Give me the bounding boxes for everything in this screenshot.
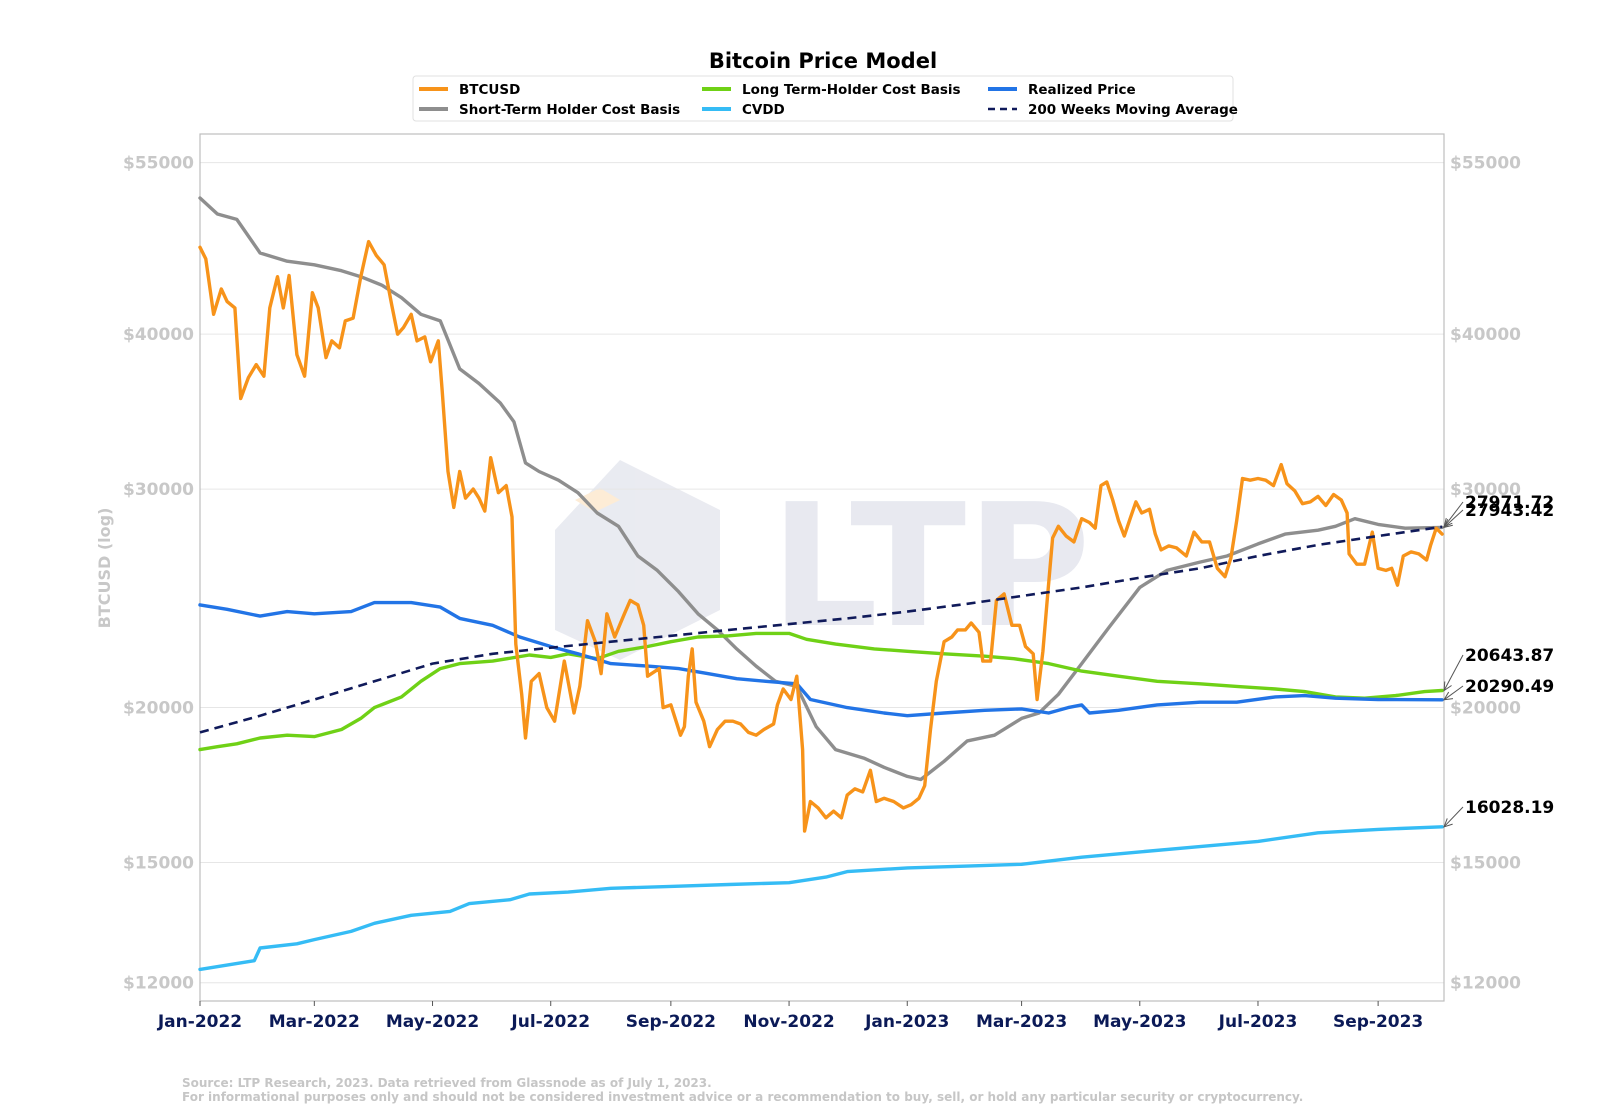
plot-frame [199, 133, 1445, 1002]
x-tick-label: Jul-2023 [1218, 1012, 1298, 1032]
y-axis-label: BTCUSD (log) [95, 508, 114, 629]
annotation-arrowhead [1443, 518, 1453, 529]
footer-disclaimer: For informational purposes only and shou… [182, 1090, 1303, 1104]
watermark-text: LTP [770, 468, 1091, 666]
x-tick-label: Jan-2022 [157, 1012, 242, 1032]
x-tick-label: Mar-2022 [269, 1012, 360, 1032]
annotation-value: 27971.72 [1465, 493, 1554, 513]
grid-layer [200, 162, 1444, 984]
y-tick-label-left: $15000 [123, 854, 194, 874]
annotation-arrowhead [1443, 681, 1452, 692]
legend-box [412, 75, 1234, 122]
watermark-logo-accent [575, 488, 620, 512]
legend-items: BTCUSD Short-Term Holder Cost Basis Long T… [419, 82, 1238, 118]
x-tick-label: Sep-2023 [1333, 1012, 1423, 1032]
annotation-value: 27943.42 [1465, 501, 1554, 521]
legend-label: Realized Price [1028, 82, 1136, 98]
annotation-value: 20290.49 [1465, 677, 1554, 697]
y-tick-label-left: $30000 [123, 480, 194, 500]
annotation-arrowhead [1443, 691, 1454, 701]
legend-label: CVDD [742, 102, 785, 118]
y-tick-label-right: $55000 [1450, 154, 1521, 174]
y-tick-label-right: $12000 [1450, 974, 1521, 994]
series-line-btcusd [198, 239, 1444, 833]
chart-legend: BTCUSD Short-Term Holder Cost Basis Long T… [412, 75, 1238, 122]
footer-source: Source: LTP Research, 2023. Data retriev… [182, 1076, 712, 1090]
x-tick-label: Jan-2023 [864, 1012, 949, 1032]
legend-label: 200 Weeks Moving Average [1028, 102, 1238, 118]
watermark-logo-shape [555, 460, 720, 660]
legend-label: Short-Term Holder Cost Basis [459, 102, 680, 118]
y-axis-ticks: $12000 $12000 $15000 $15000 $20000 $20000 $300… [123, 154, 1521, 994]
x-tick-label: Sep-2022 [626, 1012, 716, 1032]
y-tick-label-left: $20000 [123, 699, 194, 719]
x-tick-label: Mar-2023 [976, 1012, 1067, 1032]
series-line-long-term-holder-cost-basis [198, 631, 1444, 752]
chart-title: Bitcoin Price Model [709, 49, 937, 73]
annotation-arrowhead [1443, 818, 1453, 828]
y-tick-label-right: $15000 [1450, 854, 1521, 874]
y-tick-label-right: $40000 [1450, 325, 1521, 345]
legend-label: Long Term-Holder Cost Basis [742, 82, 961, 98]
x-axis-ticks: Jan-2022 Mar-2022 May-2022 Jul-2022 Sep-2022… [157, 1001, 1423, 1032]
y-tick-label-left: $55000 [123, 154, 194, 174]
series-line-200-weeks-moving-average [199, 525, 1443, 734]
legend-label: BTCUSD [459, 82, 520, 98]
annotation-arrow [1443, 685, 1464, 701]
annotation-value: 16028.19 [1465, 798, 1554, 818]
series-line-short-term-holder-cost-basis [198, 196, 1444, 782]
series-line-cvdd [198, 825, 1444, 972]
x-tick-label: May-2022 [386, 1012, 479, 1032]
series-layer [198, 196, 1444, 972]
y-tick-label-left: $12000 [123, 974, 194, 994]
x-tick-label: Jul-2022 [510, 1012, 590, 1032]
annotation-arrow [1443, 654, 1464, 691]
y-tick-label-right: $30000 [1450, 480, 1521, 500]
y-tick-label-left: $40000 [123, 325, 194, 345]
y-tick-label-right: $20000 [1450, 699, 1521, 719]
annotation-arrow [1443, 806, 1464, 828]
annotation-arrow [1443, 501, 1464, 528]
annotation-arrow [1443, 509, 1464, 528]
x-tick-label: Nov-2022 [743, 1012, 834, 1032]
annotation-value: 20643.87 [1465, 646, 1554, 666]
x-tick-label: May-2023 [1093, 1012, 1186, 1032]
ltp-watermark: LTP [555, 460, 1091, 666]
